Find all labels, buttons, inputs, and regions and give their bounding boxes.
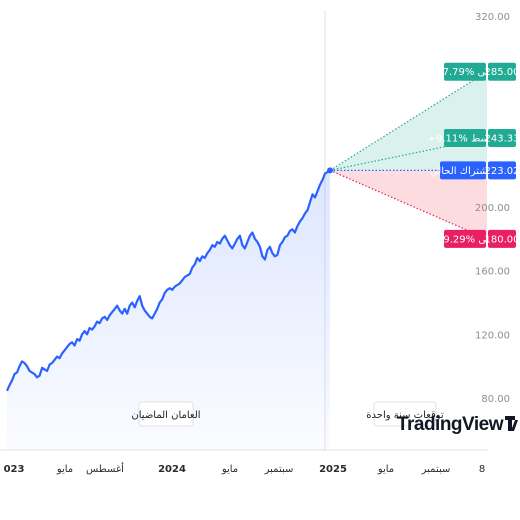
forecast-fan (329, 71, 488, 240)
forecast-tag-low-label-bg (444, 229, 486, 248)
period-label-past-text: العامان الماضيان (131, 410, 200, 421)
x-tick-label: مايو (56, 464, 73, 475)
x-axis: 023 مايو أغسطس 2024 مايو سبتمبر 2025 مايو سبتمبر… (4, 462, 486, 475)
forecast-tag-current-value-bg (488, 161, 516, 180)
y-tick-label: 120.00 (475, 330, 510, 341)
forecast-tag-average-label-bg (444, 129, 486, 148)
period-label-future-text: توقعات سنة واحدة (366, 410, 444, 421)
forecast-tag-current-value: 223.02 (485, 166, 520, 177)
forecast-tag-low-value-bg (488, 229, 516, 248)
y-tick-label: 320.00 (475, 12, 510, 23)
forecast-tag-current-label-bg (440, 161, 486, 180)
period-label-future: توقعات سنة واحدة (366, 401, 444, 427)
x-tick-label: سبتمبر (264, 464, 294, 475)
tradingview-logo-text: TradingView (397, 414, 504, 435)
forecast-tag-average-label: +9.11% متوسط (428, 134, 503, 145)
forecast-tag-high-label-bg (444, 62, 486, 81)
tradingview-logo-icon (505, 416, 518, 431)
forecast-tag-current-label: الاشتراك الحالي (430, 166, 496, 177)
x-tick-label: مايو (377, 464, 394, 475)
x-tick-label: 2025 (319, 464, 347, 475)
forecast-tag-high: +27.79% أقصى285.00 (428, 62, 520, 81)
forecast-tag-low-label: -19.29% أدنى (433, 232, 496, 245)
forecast-tag-average-value: 243.33 (485, 134, 520, 145)
x-tick-label: أغسطس (86, 462, 124, 475)
y-tick-label: 200.00 (475, 203, 510, 214)
x-tick-label: سبتمبر (421, 464, 451, 475)
forecast-tag-high-value-bg (488, 62, 516, 81)
x-tick-label: مايو (221, 464, 238, 475)
forecast-tag-high-value: 285.00 (485, 67, 520, 78)
y-tick-label: 160.00 (475, 267, 510, 278)
y-axis: 320.00 200.00 160.00 120.00 80.00 (475, 12, 510, 405)
tradingview-logo: TradingView (397, 414, 518, 435)
forecast-low-line (329, 169, 488, 240)
y-tick-label: 80.00 (481, 394, 510, 405)
forecast-tag-low-value: 180.00 (485, 234, 520, 245)
historical-price-line (5, 169, 331, 392)
x-tick-label: 2024 (158, 464, 186, 475)
x-tick-label: 023 (4, 464, 25, 475)
forecast-tag-high-label: +27.79% أقصى (428, 65, 502, 78)
period-label-past: العامان الماضيان (131, 401, 201, 427)
current-price-point (327, 167, 333, 174)
forecast-tag-average-value-bg (488, 129, 516, 148)
forecast-high-line (329, 71, 488, 171)
forecast-downside-area (330, 170, 487, 239)
x-tick-label: 8 (479, 464, 485, 475)
